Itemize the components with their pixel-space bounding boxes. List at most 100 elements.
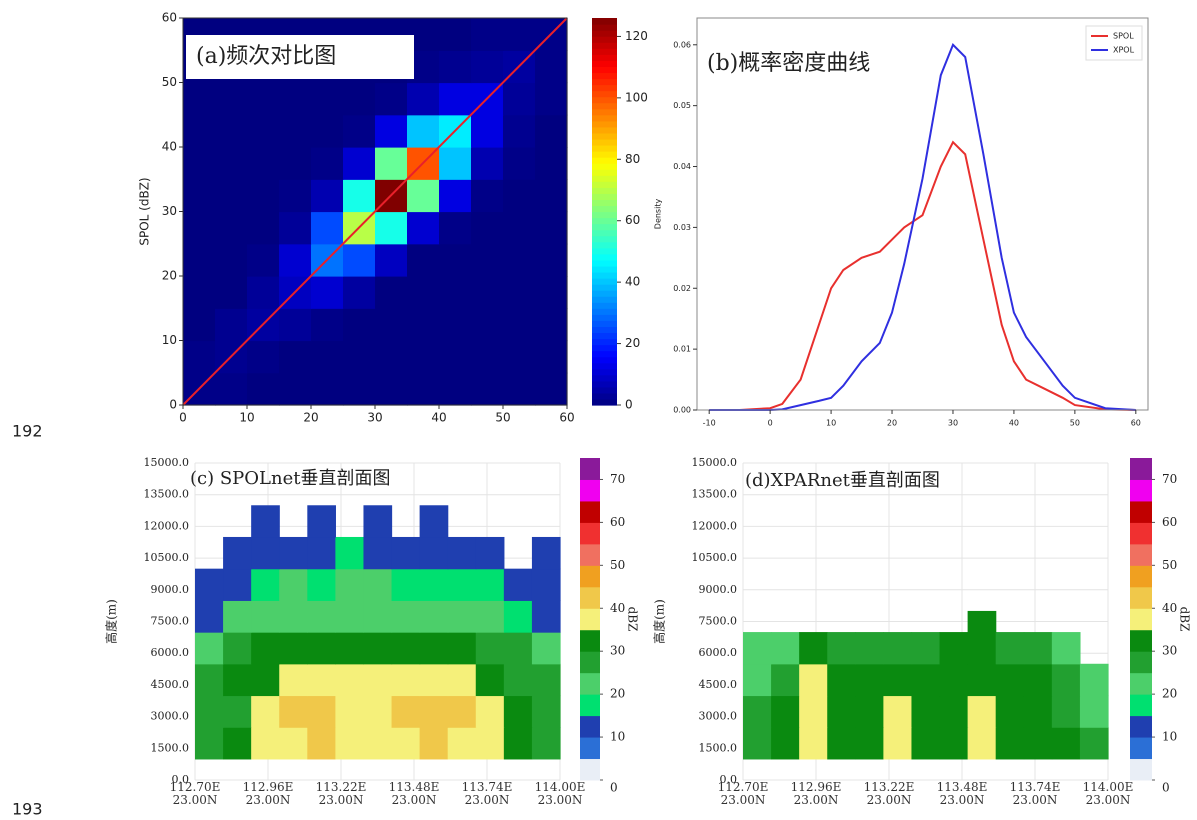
- heatmap-cell: [392, 600, 421, 632]
- heatmap-cell: [771, 695, 800, 727]
- heatmap-cell: [223, 727, 252, 759]
- y-tick-label: 10500.0: [692, 551, 738, 564]
- colorbar-segment: [592, 320, 617, 327]
- heatmap-cell: [335, 537, 364, 569]
- heatmap-cell: [532, 664, 561, 696]
- x-tick-label: 10: [826, 419, 836, 428]
- heatmap-cell: [311, 373, 344, 406]
- legend-label: XPOL: [1113, 46, 1135, 55]
- heatmap-cell: [911, 695, 940, 727]
- colorbar-bin: [580, 479, 600, 501]
- heatmap-cell: [883, 695, 912, 727]
- heatmap-cell: [827, 727, 856, 759]
- x-tick-label: 113.74E 23.00N: [447, 781, 527, 807]
- colorbar-tick-label: 0: [610, 781, 618, 795]
- x-tick-label: 113.22E 23.00N: [301, 781, 381, 807]
- heatmap-cell: [247, 341, 280, 374]
- heatmap-cell: [251, 505, 280, 537]
- heatmap-cell: [223, 600, 252, 632]
- heatmap-cell: [251, 537, 280, 569]
- heatmap-cell: [799, 695, 828, 727]
- heatmap-cell: [471, 50, 504, 83]
- y-tick-label: 50: [162, 75, 177, 89]
- heatmap-cell: [503, 276, 536, 309]
- heatmap-cell: [996, 632, 1025, 664]
- heatmap-cell: [439, 83, 472, 116]
- heatmap-cell: [363, 600, 392, 632]
- heatmap-cell: [883, 727, 912, 759]
- heatmap-cell: [855, 664, 884, 696]
- heatmap-cell: [335, 695, 364, 727]
- heatmap-cell: [420, 569, 449, 601]
- heatmap-cell: [183, 212, 216, 245]
- heatmap-cell: [307, 600, 336, 632]
- heatmap-cell: [279, 373, 312, 406]
- heatmap-cell: [968, 695, 997, 727]
- panel-title: (d)XPARnet垂直剖面图: [745, 470, 940, 491]
- heatmap-cell: [503, 341, 536, 374]
- heatmap-cell: [1024, 632, 1053, 664]
- heatmap-cell: [407, 179, 440, 212]
- x-tick-label: 112.96E 23.00N: [776, 781, 856, 807]
- heatmap-cell: [392, 727, 421, 759]
- y-tick-label: 13500.0: [144, 488, 190, 501]
- heatmap-cell: [375, 276, 408, 309]
- x-tick-label: 30: [948, 419, 958, 428]
- heatmap-cell: [247, 276, 280, 309]
- heatmap-cell: [183, 147, 216, 180]
- heatmap-cell: [420, 695, 449, 727]
- heatmap-cell: [195, 600, 224, 632]
- colorbar-bin: [1130, 759, 1152, 781]
- heatmap-cell: [279, 695, 308, 727]
- heatmap-cell: [311, 179, 344, 212]
- colorbar-bin: [580, 587, 600, 609]
- heatmap-cell: [343, 373, 376, 406]
- colorbar-bin: [580, 522, 600, 544]
- heatmap-cell: [883, 632, 912, 664]
- heatmap-cell: [420, 537, 449, 569]
- heatmap-cell: [311, 115, 344, 148]
- heatmap-cell: [743, 632, 772, 664]
- colorbar-segment: [592, 212, 617, 219]
- heatmap-cell: [279, 115, 312, 148]
- colorbar-segment: [592, 254, 617, 261]
- heatmap-cell: [335, 632, 364, 664]
- colorbar-bin: [580, 737, 600, 759]
- heatmap-cell: [375, 83, 408, 116]
- heatmap-cell: [1080, 664, 1109, 696]
- x-tick-label: 112.96E 23.00N: [228, 781, 308, 807]
- colorbar-segment: [592, 139, 617, 146]
- colorbar-bin: [580, 501, 600, 523]
- colorbar-bin: [1130, 587, 1152, 609]
- colorbar-segment: [592, 290, 617, 297]
- panel-title: (b)概率密度曲线: [707, 51, 870, 76]
- colorbar-bin: [1130, 651, 1152, 673]
- x-tick-label: 60: [1131, 419, 1141, 428]
- heatmap-cell: [375, 212, 408, 245]
- colorbar-segment: [592, 78, 617, 85]
- heatmap-cell: [771, 632, 800, 664]
- heatmap-cell: [215, 308, 248, 341]
- heatmap-cell: [439, 341, 472, 374]
- colorbar-segment: [592, 308, 617, 315]
- heatmap-cell: [911, 727, 940, 759]
- heatmap-cell: [343, 147, 376, 180]
- colorbar-bin: [1130, 501, 1152, 523]
- colorbar-segment: [592, 36, 617, 43]
- colorbar-tick-label: 10: [1162, 730, 1177, 744]
- colorbar-bin: [580, 759, 600, 781]
- heatmap-cell: [827, 632, 856, 664]
- colorbar-tick-label: 70: [1162, 472, 1177, 486]
- colorbar-tick-label: 70: [610, 472, 625, 486]
- colorbar-segment: [592, 260, 617, 267]
- heatmap-cell: [183, 341, 216, 374]
- heatmap-cell: [532, 727, 561, 759]
- y-tick-label: 1500.0: [151, 741, 190, 754]
- heatmap-cell: [183, 115, 216, 148]
- heatmap-cell: [448, 664, 477, 696]
- x-tick-label: -10: [703, 419, 716, 428]
- heatmap-cell: [535, 115, 568, 148]
- colorbar-bin: [1130, 716, 1152, 738]
- heatmap-cell: [504, 695, 533, 727]
- y-tick-label: 1500.0: [699, 741, 738, 754]
